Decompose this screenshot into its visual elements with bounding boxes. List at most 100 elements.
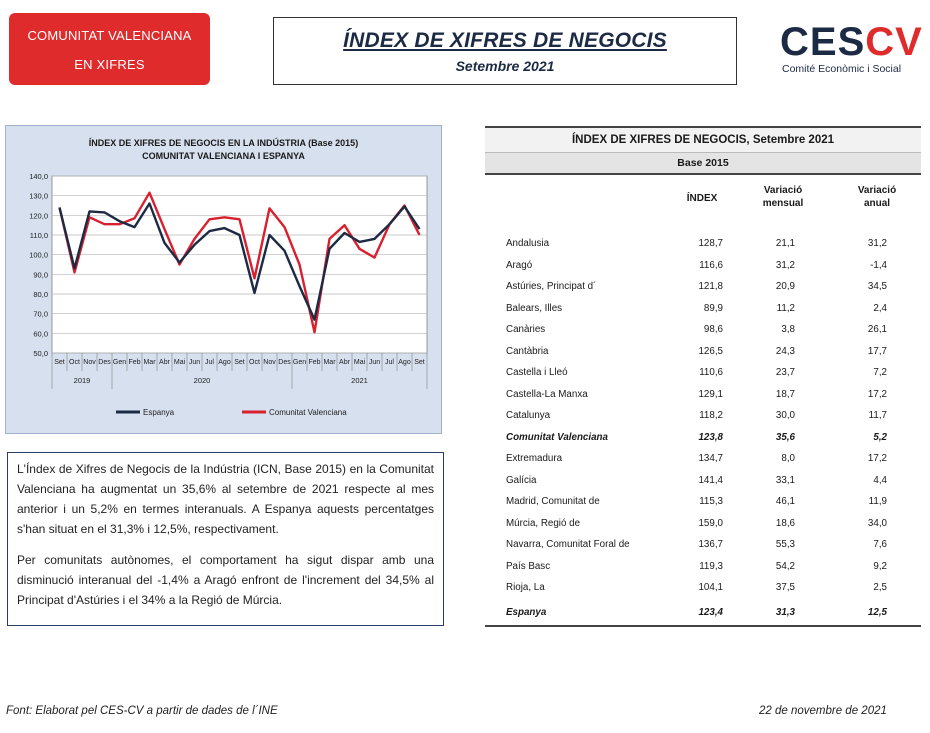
table-row: Galícia 141,4 33,1 4,4: [485, 469, 921, 491]
index-value: 129,1: [698, 388, 723, 400]
table-row: Castella-La Manxa 129,1 18,7 17,2: [485, 383, 921, 405]
table-row: Aragó 116,6 31,2 -1,4: [485, 254, 921, 276]
logo-text-red: CV: [865, 20, 923, 64]
table-row: Madrid, Comunitat de 115,3 46,1 11,9: [485, 490, 921, 512]
region-name: Múrcia, Regió de: [506, 517, 581, 529]
series-line-espanya: [58, 202, 421, 321]
index-value: 118,2: [699, 410, 723, 421]
x-tick-label: Oct: [69, 359, 80, 366]
x-tick-label: Jun: [369, 359, 380, 366]
table-base: Base 2015: [485, 153, 921, 175]
table-row: Espanya 123,4 31,3 12,5: [485, 601, 921, 627]
report-title-box: ÍNDEX DE XIFRES DE NEGOCIS Setembre 2021: [273, 17, 737, 85]
monthly-change: 24,3: [775, 345, 795, 357]
x-tick-label: Mai: [174, 359, 186, 366]
monthly-change: 54,2: [775, 560, 795, 572]
x-tick-label: Set: [414, 359, 425, 366]
y-tick-label: 100,0: [29, 251, 48, 260]
monthly-change: 55,3: [775, 539, 795, 550]
year-label: 2021: [351, 376, 368, 385]
annual-change: 17,2: [867, 453, 887, 464]
annual-change: 2,4: [873, 302, 887, 314]
report-period: Setembre 2021: [455, 57, 555, 74]
monthly-change: 30,0: [775, 410, 795, 421]
index-value: 123,8: [698, 431, 723, 443]
table-row: Castella i Lleó 110,6 23,7 7,2: [485, 361, 921, 383]
logo-text-dark: CES: [780, 20, 866, 64]
monthly-change: 18,6: [775, 517, 795, 529]
y-tick-label: 130,0: [29, 192, 48, 201]
table-row: Cantàbria 126,5 24,3 17,7: [485, 340, 921, 362]
table-row: Andalusia 128,7 21,1 31,2: [485, 232, 921, 254]
plot-area: [51, 175, 428, 354]
publication-date: 22 de novembre de 2021: [759, 705, 887, 717]
region-name: Madrid, Comunitat de: [506, 496, 600, 507]
year-label: 2019: [74, 376, 91, 385]
badge-line-2: EN XIFRES: [74, 57, 145, 72]
monthly-change: 31,2: [775, 259, 795, 271]
x-tick-label: Nov: [263, 359, 276, 366]
region-name: País Basc: [506, 560, 551, 572]
annual-change: 5,2: [873, 431, 887, 443]
index-value: 98,6: [703, 324, 723, 335]
x-tick-label: Jul: [385, 359, 394, 366]
region-name: Galícia: [506, 474, 537, 486]
x-tick-label: Des: [278, 359, 291, 366]
legend-label: Espanya: [143, 408, 175, 417]
table-row: Canàries 98,6 3,8 26,1: [485, 318, 921, 340]
index-value: 119,3: [699, 560, 723, 572]
x-tick-label: Set: [54, 359, 65, 366]
cescv-logo: CESCV Comité Econòmic i Social: [780, 22, 925, 82]
y-tick-label: 120,0: [29, 211, 48, 220]
index-value: 110,6: [699, 367, 723, 378]
header-monthly: Variació mensual: [748, 184, 818, 210]
region-name: Castella-La Manxa: [506, 388, 588, 400]
y-tick-label: 110,0: [30, 231, 48, 240]
index-value: 123,4: [698, 606, 723, 618]
header-monthly-line-2: mensual: [762, 198, 804, 209]
badge-line-1: COMUNITAT VALENCIANA: [27, 28, 192, 43]
x-tick-label: Ago: [398, 359, 411, 366]
annual-change: 9,2: [873, 560, 887, 572]
data-table: ÍNDEX DE XIFRES DE NEGOCIS, Setembre 202…: [485, 126, 921, 627]
y-tick-label: 90,0: [33, 270, 48, 279]
region-name: Andalusia: [506, 238, 550, 249]
region-name: Aragó: [506, 259, 533, 271]
region-name: Catalunya: [506, 410, 551, 421]
x-tick-label: Feb: [128, 359, 140, 366]
region-name: Comunitat Valenciana: [506, 431, 608, 443]
index-value: 136,7: [698, 539, 723, 550]
table-row: Comunitat Valenciana 123,8 35,6 5,2: [485, 426, 921, 448]
x-tick-label: Mai: [354, 359, 366, 366]
x-tick-label: Jul: [205, 359, 214, 366]
table-row: Astúries, Principat d´ 121,8 20,9 34,5: [485, 275, 921, 297]
annual-change: 34,5: [867, 281, 887, 292]
year-label: 2020: [194, 376, 211, 385]
header-monthly-line-1: Variació: [763, 185, 803, 196]
monthly-change: 35,6: [775, 431, 795, 443]
index-value: 89,9: [703, 302, 723, 314]
table-header: ÍNDEX Variació mensual Variació anual: [485, 175, 921, 222]
annual-change: 26,1: [867, 324, 887, 335]
monthly-change: 46,1: [775, 496, 795, 507]
commentary-panel: L'Índex de Xifres de Negocis de la Indús…: [7, 452, 444, 626]
region-name: Rioja, La: [506, 582, 545, 593]
x-tick-label: Set: [234, 359, 245, 366]
annual-change: 12,5: [867, 606, 887, 618]
logo-subtitle: Comité Econòmic i Social: [782, 63, 902, 75]
index-value: 134,7: [698, 453, 723, 464]
monthly-change: 31,3: [775, 606, 795, 618]
annual-change: -1,4: [870, 259, 887, 271]
table-row: Balears, Illes 89,9 11,2 2,4: [485, 297, 921, 319]
source-note: Font: Elaborat pel CES-CV a partir de da…: [6, 705, 278, 717]
region-name: Canàries: [506, 324, 546, 335]
annual-change: 17,7: [867, 345, 887, 357]
y-tick-label: 50,0: [33, 349, 48, 358]
x-tick-label: Ago: [218, 359, 231, 366]
index-value: 159,0: [698, 517, 723, 529]
index-value: 126,5: [698, 345, 723, 357]
monthly-change: 11,2: [776, 302, 795, 314]
annual-change: 4,4: [873, 474, 887, 486]
commentary-paragraph-1: L'Índex de Xifres de Negocis de la Indús…: [17, 462, 434, 536]
annual-change: 2,5: [873, 582, 887, 593]
